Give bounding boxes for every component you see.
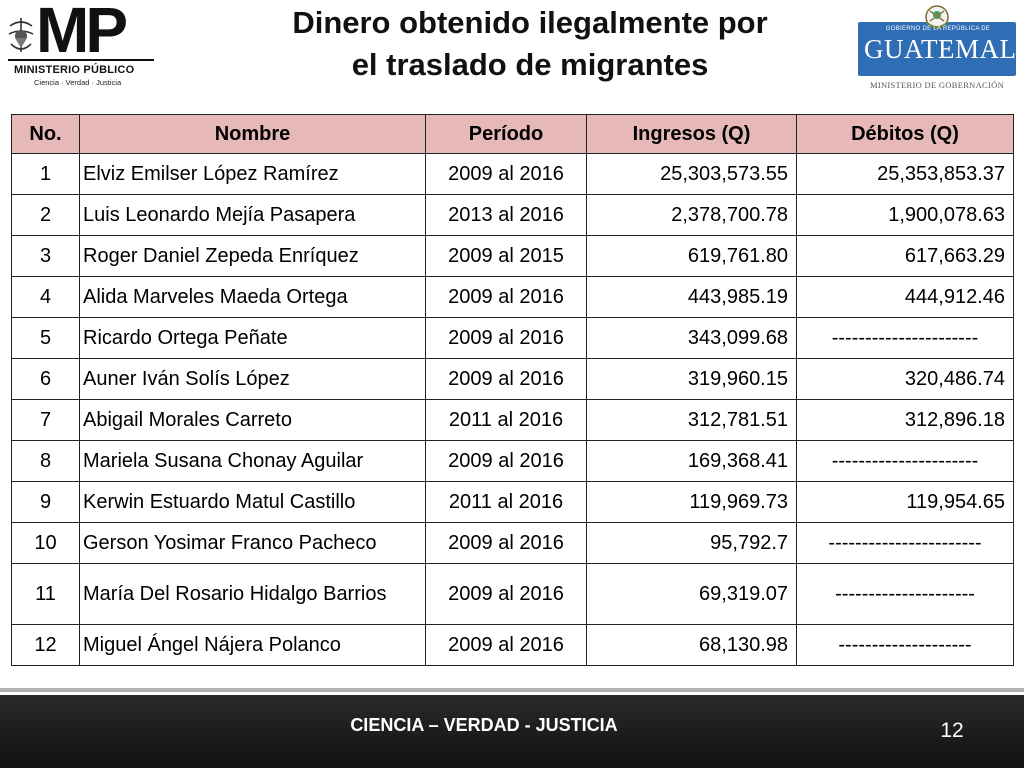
title-line-1: Dinero obtenido ilegalmente por [292,5,768,40]
table-row: 7 Abigail Morales Carreto 2011 al 2016 3… [11,399,1014,441]
table-row: 12 Miguel Ángel Nájera Polanco 2009 al 2… [11,624,1014,666]
government-label: GOBIERNO DE LA REPÚBLICA DE [885,26,991,32]
cell-nombre: María Del Rosario Hidalgo Barrios [79,563,426,625]
ministry-label: MINISTERIO DE GOBERNACIÓN [869,80,1005,90]
cell-periodo: 2009 al 2016 [425,440,587,482]
cell-no: 10 [11,522,80,564]
mp-divider [8,59,154,61]
migrant-money-table: No. Nombre Período Ingresos (Q) Débitos … [11,114,1014,666]
title-line-2: el traslado de migrantes [351,47,709,82]
guatemala-gobernacion-logo: GOBIERNO DE LA REPÚBLICA DE GUATEMALA MI… [858,2,1024,92]
cell-ingresos: 119,969.73 [586,481,797,523]
cell-debitos: 119,954.65 [796,481,1014,523]
page-title: Dinero obtenido ilegalmente por el trasl… [200,2,860,86]
country-label: GUATEMALA [864,34,1024,64]
cell-debitos: 312,896.18 [796,399,1014,441]
guatemala-emblem-icon [8,18,34,52]
page-number: 12 [940,719,964,742]
cell-periodo: 2011 al 2016 [425,399,587,441]
table-header-row: No. Nombre Período Ingresos (Q) Débitos … [11,114,1014,154]
cell-nombre: Ricardo Ortega Peñate [79,317,426,359]
cell-nombre: Roger Daniel Zepeda Enríquez [79,235,426,277]
cell-ingresos: 95,792.7 [586,522,797,564]
cell-ingresos: 619,761.80 [586,235,797,277]
cell-periodo: 2009 al 2016 [425,522,587,564]
table-row: 1 Elviz Emilser López Ramírez 2009 al 20… [11,153,1014,195]
cell-no: 4 [11,276,80,318]
table-row: 11 María Del Rosario Hidalgo Barrios 200… [11,563,1014,625]
cell-nombre: Miguel Ángel Nájera Polanco [79,624,426,666]
cell-debitos: 25,353,853.37 [796,153,1014,195]
cell-no: 3 [11,235,80,277]
table-row: 6 Auner Iván Solís López 2009 al 2016 31… [11,358,1014,400]
header-nombre: Nombre [79,114,426,154]
table-row: 2 Luis Leonardo Mejía Pasapera 2013 al 2… [11,194,1014,236]
cell-no: 9 [11,481,80,523]
cell-nombre: Mariela Susana Chonay Aguilar [79,440,426,482]
cell-periodo: 2009 al 2016 [425,317,587,359]
cell-periodo: 2009 al 2016 [425,624,587,666]
header-ingresos: Ingresos (Q) [586,114,797,154]
ministerio-publico-logo: MP MINISTERIO PÚBLICO Ciencia · Verdad ·… [6,0,156,90]
guatemala-logo-banner [858,22,1016,76]
cell-debitos: -------------------- [796,624,1014,666]
table-row: 5 Ricardo Ortega Peñate 2009 al 2016 343… [11,317,1014,359]
cell-debitos: 320,486.74 [796,358,1014,400]
cell-no: 7 [11,399,80,441]
cell-ingresos: 312,781.51 [586,399,797,441]
cell-no: 1 [11,153,80,195]
table-row: 9 Kerwin Estuardo Matul Castillo 2011 al… [11,481,1014,523]
cell-debitos: 617,663.29 [796,235,1014,277]
header-no: No. [11,114,80,154]
table-row: 8 Mariela Susana Chonay Aguilar 2009 al … [11,440,1014,482]
footer-motto: CIENCIA – VERDAD - JUSTICIA [350,715,618,735]
cell-debitos: --------------------- [796,563,1014,625]
cell-nombre: Luis Leonardo Mejía Pasapera [79,194,426,236]
cell-ingresos: 343,099.68 [586,317,797,359]
cell-nombre: Elviz Emilser López Ramírez [79,153,426,195]
cell-ingresos: 319,960.15 [586,358,797,400]
cell-debitos: 444,912.46 [796,276,1014,318]
cell-debitos: ---------------------- [796,440,1014,482]
cell-periodo: 2011 al 2016 [425,481,587,523]
cell-ingresos: 169,368.41 [586,440,797,482]
cell-no: 5 [11,317,80,359]
cell-no: 6 [11,358,80,400]
cell-debitos: 1,900,078.63 [796,194,1014,236]
mp-letters: MP [36,0,128,66]
cell-no: 11 [11,563,80,625]
cell-nombre: Kerwin Estuardo Matul Castillo [79,481,426,523]
header-debitos: Débitos (Q) [796,114,1014,154]
cell-ingresos: 68,130.98 [586,624,797,666]
cell-periodo: 2009 al 2016 [425,153,587,195]
cell-periodo: 2009 al 2016 [425,358,587,400]
table-row: 3 Roger Daniel Zepeda Enríquez 2009 al 2… [11,235,1014,277]
cell-nombre: Abigail Morales Carreto [79,399,426,441]
cell-nombre: Alida Marveles Maeda Ortega [79,276,426,318]
cell-nombre: Auner Iván Solís López [79,358,426,400]
table-row: 10 Gerson Yosimar Franco Pacheco 2009 al… [11,522,1014,564]
cell-periodo: 2013 al 2016 [425,194,587,236]
cell-no: 12 [11,624,80,666]
cell-ingresos: 2,378,700.78 [586,194,797,236]
cell-ingresos: 69,319.07 [586,563,797,625]
mp-motto: Ciencia · Verdad · Justicia [34,78,122,87]
header-periodo: Período [425,114,587,154]
cell-ingresos: 25,303,573.55 [586,153,797,195]
cell-periodo: 2009 al 2016 [425,563,587,625]
cell-debitos: ----------------------- [796,522,1014,564]
cell-nombre: Gerson Yosimar Franco Pacheco [79,522,426,564]
footer-bar: CIENCIA – VERDAD - JUSTICIA 12 [0,695,1024,768]
cell-no: 8 [11,440,80,482]
coat-of-arms-icon [925,5,949,29]
cell-debitos: ---------------------- [796,317,1014,359]
table-row: 4 Alida Marveles Maeda Ortega 2009 al 20… [11,276,1014,318]
cell-no: 2 [11,194,80,236]
mp-name: MINISTERIO PÚBLICO [14,64,135,76]
cell-periodo: 2009 al 2016 [425,276,587,318]
footer-divider [0,688,1024,692]
cell-periodo: 2009 al 2015 [425,235,587,277]
cell-ingresos: 443,985.19 [586,276,797,318]
